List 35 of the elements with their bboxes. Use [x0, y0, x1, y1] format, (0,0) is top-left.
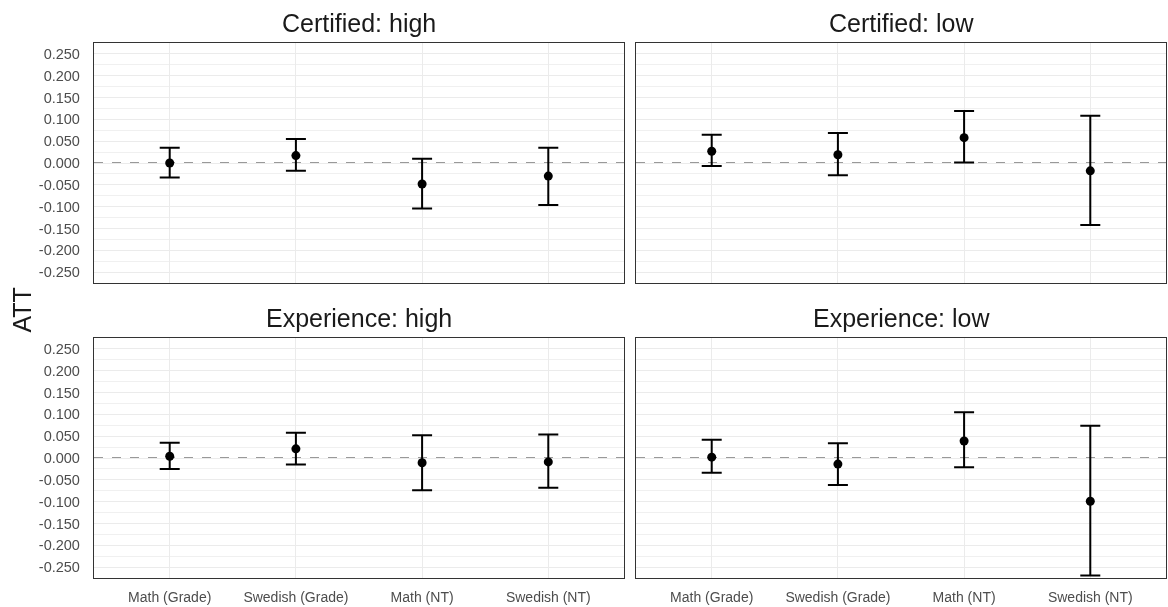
y-tick-label: -0.250: [38, 264, 80, 281]
y-tick-label: 0.200: [43, 67, 80, 84]
chart-title: Certified: high: [282, 9, 437, 37]
y-tick-label: 0.250: [43, 340, 80, 357]
x-tick-label: Math (NT): [932, 588, 996, 605]
y-tick-label: -0.200: [38, 242, 80, 259]
y-tick-label: 0.100: [43, 111, 80, 128]
x-tick-label: Swedish (NT): [1047, 588, 1133, 605]
chart-title: Certified: low: [829, 9, 975, 37]
y-tick-label: -0.050: [38, 176, 80, 193]
x-tick-label: Math (NT): [390, 588, 454, 605]
y-tick-label: -0.150: [38, 515, 80, 532]
y-tick-label: -0.250: [38, 559, 80, 576]
y-tick-label: 0.150: [43, 384, 80, 401]
x-tick-label: Swedish (Grade): [785, 588, 891, 605]
y-tick-label: 0.050: [43, 428, 80, 445]
y-tick-label: -0.100: [38, 493, 80, 510]
y-tick-label: -0.150: [38, 220, 80, 237]
y-tick-label: 0.150: [43, 89, 80, 106]
y-tick-label: -0.100: [38, 198, 80, 215]
y-tick-label: 0.050: [43, 133, 80, 150]
y-tick-label: 0.000: [43, 450, 80, 467]
y-tick-label: -0.200: [38, 537, 80, 554]
y-tick-label: 0.100: [43, 406, 80, 423]
y-tick-label: 0.000: [43, 155, 80, 172]
y-tick-label: 0.200: [43, 362, 80, 379]
y-tick-label: 0.250: [43, 45, 80, 62]
chart-title: Experience: low: [813, 304, 991, 332]
x-tick-label: Math (Grade): [670, 588, 754, 605]
chart-title: Experience: high: [266, 304, 453, 332]
y-axis-title: ATT: [7, 287, 36, 333]
x-tick-label: Swedish (Grade): [243, 588, 349, 605]
x-tick-label: Math (Grade): [128, 588, 212, 605]
y-tick-label: -0.050: [38, 471, 80, 488]
x-tick-label: Swedish (NT): [505, 588, 591, 605]
